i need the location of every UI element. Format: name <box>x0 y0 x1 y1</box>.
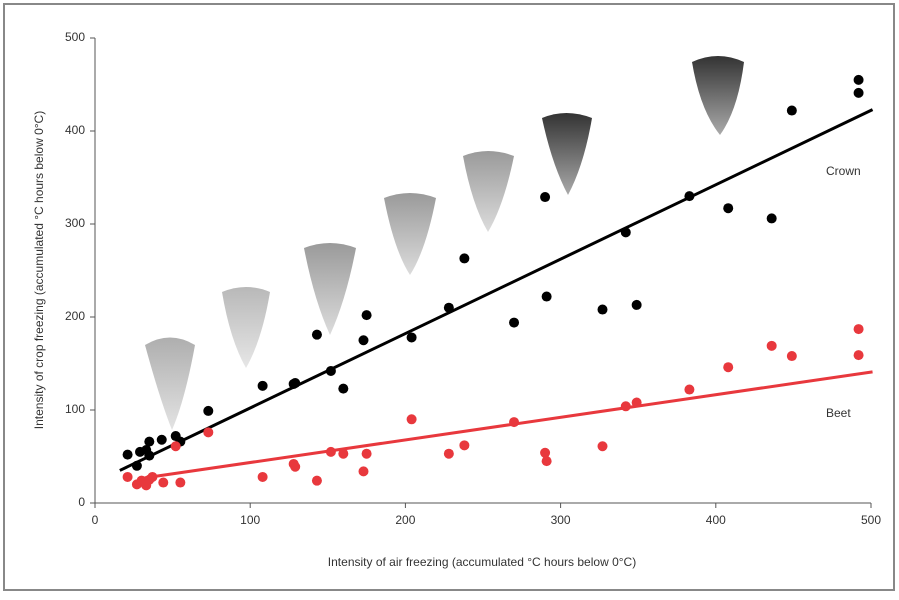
point <box>444 449 454 459</box>
point <box>767 213 777 223</box>
point <box>684 385 694 395</box>
x-tick-label: 400 <box>706 513 726 527</box>
x-tick-label: 500 <box>861 513 881 527</box>
point <box>175 478 185 488</box>
point <box>684 191 694 201</box>
frame <box>4 4 894 590</box>
point <box>358 335 368 345</box>
y-tick-label: 0 <box>78 495 85 509</box>
point <box>444 303 454 313</box>
point <box>632 300 642 310</box>
point <box>459 253 469 263</box>
point <box>326 447 336 457</box>
point <box>123 450 133 460</box>
point <box>621 401 631 411</box>
point <box>203 427 213 437</box>
point <box>632 398 642 408</box>
point <box>338 449 348 459</box>
point <box>290 378 300 388</box>
x-tick-label: 0 <box>92 513 99 527</box>
point <box>258 472 268 482</box>
chart: Intensity of air freezing (accumulated °… <box>0 0 899 595</box>
point <box>540 192 550 202</box>
point <box>147 472 157 482</box>
point <box>542 456 552 466</box>
y-tick-label: 300 <box>65 216 85 230</box>
series-label: Crown <box>826 164 861 178</box>
point <box>362 310 372 320</box>
point <box>312 330 322 340</box>
point <box>157 435 167 445</box>
y-tick-label: 500 <box>65 30 85 44</box>
point <box>854 324 864 334</box>
point <box>407 414 417 424</box>
point <box>598 441 608 451</box>
x-tick-label: 200 <box>395 513 415 527</box>
x-axis-label: Intensity of air freezing (accumulated °… <box>328 555 636 569</box>
point <box>540 448 550 458</box>
point <box>723 362 733 372</box>
point <box>258 381 268 391</box>
point <box>203 406 213 416</box>
point <box>290 462 300 472</box>
y-tick-label: 400 <box>65 123 85 137</box>
point <box>621 227 631 237</box>
point <box>854 75 864 85</box>
point <box>509 318 519 328</box>
point <box>767 341 777 351</box>
point <box>854 350 864 360</box>
point <box>132 461 142 471</box>
point <box>144 451 154 461</box>
point <box>787 351 797 361</box>
point <box>509 417 519 427</box>
point <box>358 466 368 476</box>
point <box>158 478 168 488</box>
point <box>407 332 417 342</box>
point <box>542 292 552 302</box>
y-tick-label: 200 <box>65 309 85 323</box>
point <box>144 437 154 447</box>
point <box>459 440 469 450</box>
point <box>598 305 608 315</box>
point <box>723 203 733 213</box>
point <box>362 449 372 459</box>
point <box>312 476 322 486</box>
y-axis-label: Intensity of crop freezing (accumulated … <box>32 111 46 429</box>
y-tick-label: 100 <box>65 402 85 416</box>
point <box>338 384 348 394</box>
point <box>787 106 797 116</box>
point <box>171 441 181 451</box>
point <box>123 472 133 482</box>
point <box>854 88 864 98</box>
point <box>326 366 336 376</box>
series-label: Beet <box>826 406 851 420</box>
x-tick-label: 300 <box>551 513 571 527</box>
x-tick-label: 100 <box>240 513 260 527</box>
